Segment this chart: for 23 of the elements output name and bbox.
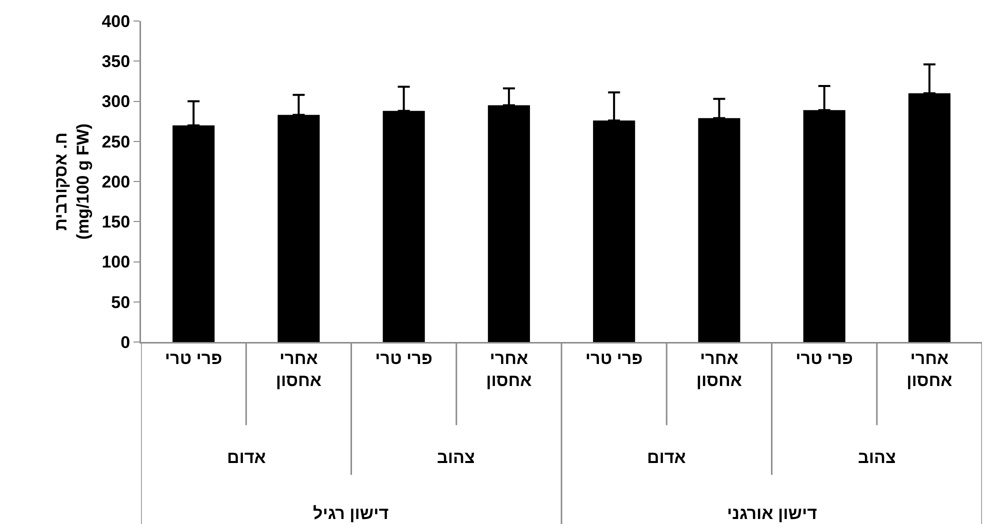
y-tick-label: 150 bbox=[102, 212, 130, 232]
x-tick-label: פרי טרי bbox=[796, 348, 853, 368]
x-tick-label: אחרי אחסון bbox=[906, 348, 953, 390]
text: אדום bbox=[647, 448, 686, 467]
x-tick-label: אחרי אחסון bbox=[696, 348, 742, 390]
text: צהוב bbox=[437, 448, 475, 467]
y-tick-label: 400 bbox=[102, 12, 130, 31]
x-tick-label: אחרי אחסון bbox=[276, 348, 322, 390]
text: אדום bbox=[227, 448, 266, 467]
x-tick-label: פרי טרי bbox=[375, 348, 432, 368]
y-tick-label: 350 bbox=[102, 52, 130, 72]
y-tick-label: 0 bbox=[120, 332, 130, 352]
y-tick-label: 50 bbox=[111, 292, 130, 312]
y-tick-label: 100 bbox=[102, 252, 130, 272]
x-tick-label: פרי טרי bbox=[164, 348, 222, 368]
x-tick-label: אחרי אחסון bbox=[486, 348, 532, 390]
text: דישון אורגני bbox=[727, 504, 818, 523]
text: דישון רגיל bbox=[313, 504, 389, 523]
text: צהוב bbox=[858, 448, 896, 467]
y-tick-label: 200 bbox=[102, 172, 130, 192]
x-tick-label: פרי טרי bbox=[585, 348, 643, 368]
y-tick-label: 300 bbox=[102, 92, 130, 112]
y-tick-label: 250 bbox=[102, 132, 130, 152]
